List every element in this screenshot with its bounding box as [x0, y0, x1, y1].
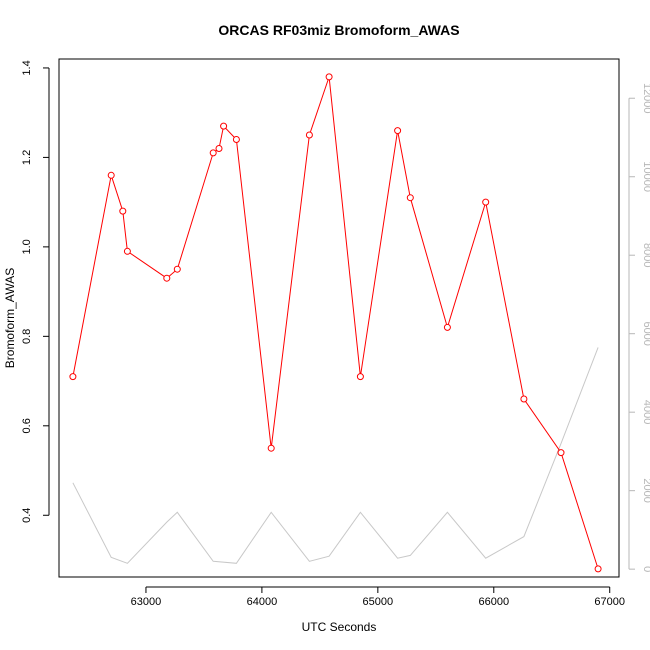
data-point — [209, 149, 217, 157]
x-tick-label: 63000 — [131, 596, 162, 608]
data-point — [69, 373, 77, 381]
y-axis-right: 0 2000 4000 6000 8000 10000 12000 — [628, 83, 650, 572]
data-point — [119, 207, 127, 215]
data-point — [107, 171, 115, 179]
data-point — [594, 565, 602, 573]
data-point — [557, 449, 565, 457]
data-point — [443, 323, 451, 331]
series-line-secondary — [72, 347, 599, 564]
y-tick-label: 1.4 — [21, 60, 33, 75]
data-point — [305, 131, 313, 139]
data-point — [325, 73, 333, 81]
x-tick-label: 65000 — [363, 596, 394, 608]
x-axis-label: UTC Seconds — [302, 620, 377, 634]
series-line-bromoform — [72, 76, 599, 570]
y2-tick-label: 12000 — [641, 83, 650, 114]
y-tick-label: 1.2 — [21, 150, 33, 165]
x-tick-label: 67000 — [594, 596, 625, 608]
y-axis-label: Bromoform_AWAS — [3, 268, 17, 368]
y-tick-label: 0.8 — [21, 329, 33, 344]
data-point — [267, 444, 275, 452]
chart-title: ORCAS RF03miz Bromoform_AWAS — [218, 22, 459, 38]
plot-frame — [58, 58, 620, 578]
data-point — [123, 247, 131, 255]
x-tick-label: 64000 — [247, 596, 278, 608]
y2-tick-label: 0 — [641, 566, 650, 572]
x-axis: 63000 64000 65000 66000 67000 — [131, 586, 625, 608]
data-point — [163, 274, 171, 282]
series-layer — [69, 73, 602, 573]
data-point — [482, 198, 490, 206]
data-point — [520, 395, 528, 403]
y2-tick-label: 8000 — [641, 243, 650, 267]
x-tick-label: 66000 — [478, 596, 509, 608]
y-tick-label: 0.4 — [21, 508, 33, 523]
data-point — [394, 127, 402, 135]
y2-tick-label: 6000 — [641, 321, 650, 345]
data-point — [215, 145, 223, 152]
y2-tick-label: 10000 — [641, 161, 650, 192]
y-axis-left: 0.4 0.6 0.8 1.0 1.2 1.4 — [21, 60, 50, 523]
y-tick-label: 1.0 — [21, 239, 33, 254]
data-point — [173, 265, 181, 273]
data-point — [232, 136, 240, 143]
data-point — [406, 194, 414, 202]
data-point — [220, 122, 228, 130]
y-tick-label: 0.6 — [21, 418, 33, 433]
y2-tick-label: 2000 — [641, 478, 650, 502]
y2-tick-label: 4000 — [641, 400, 650, 424]
data-point — [356, 373, 364, 381]
